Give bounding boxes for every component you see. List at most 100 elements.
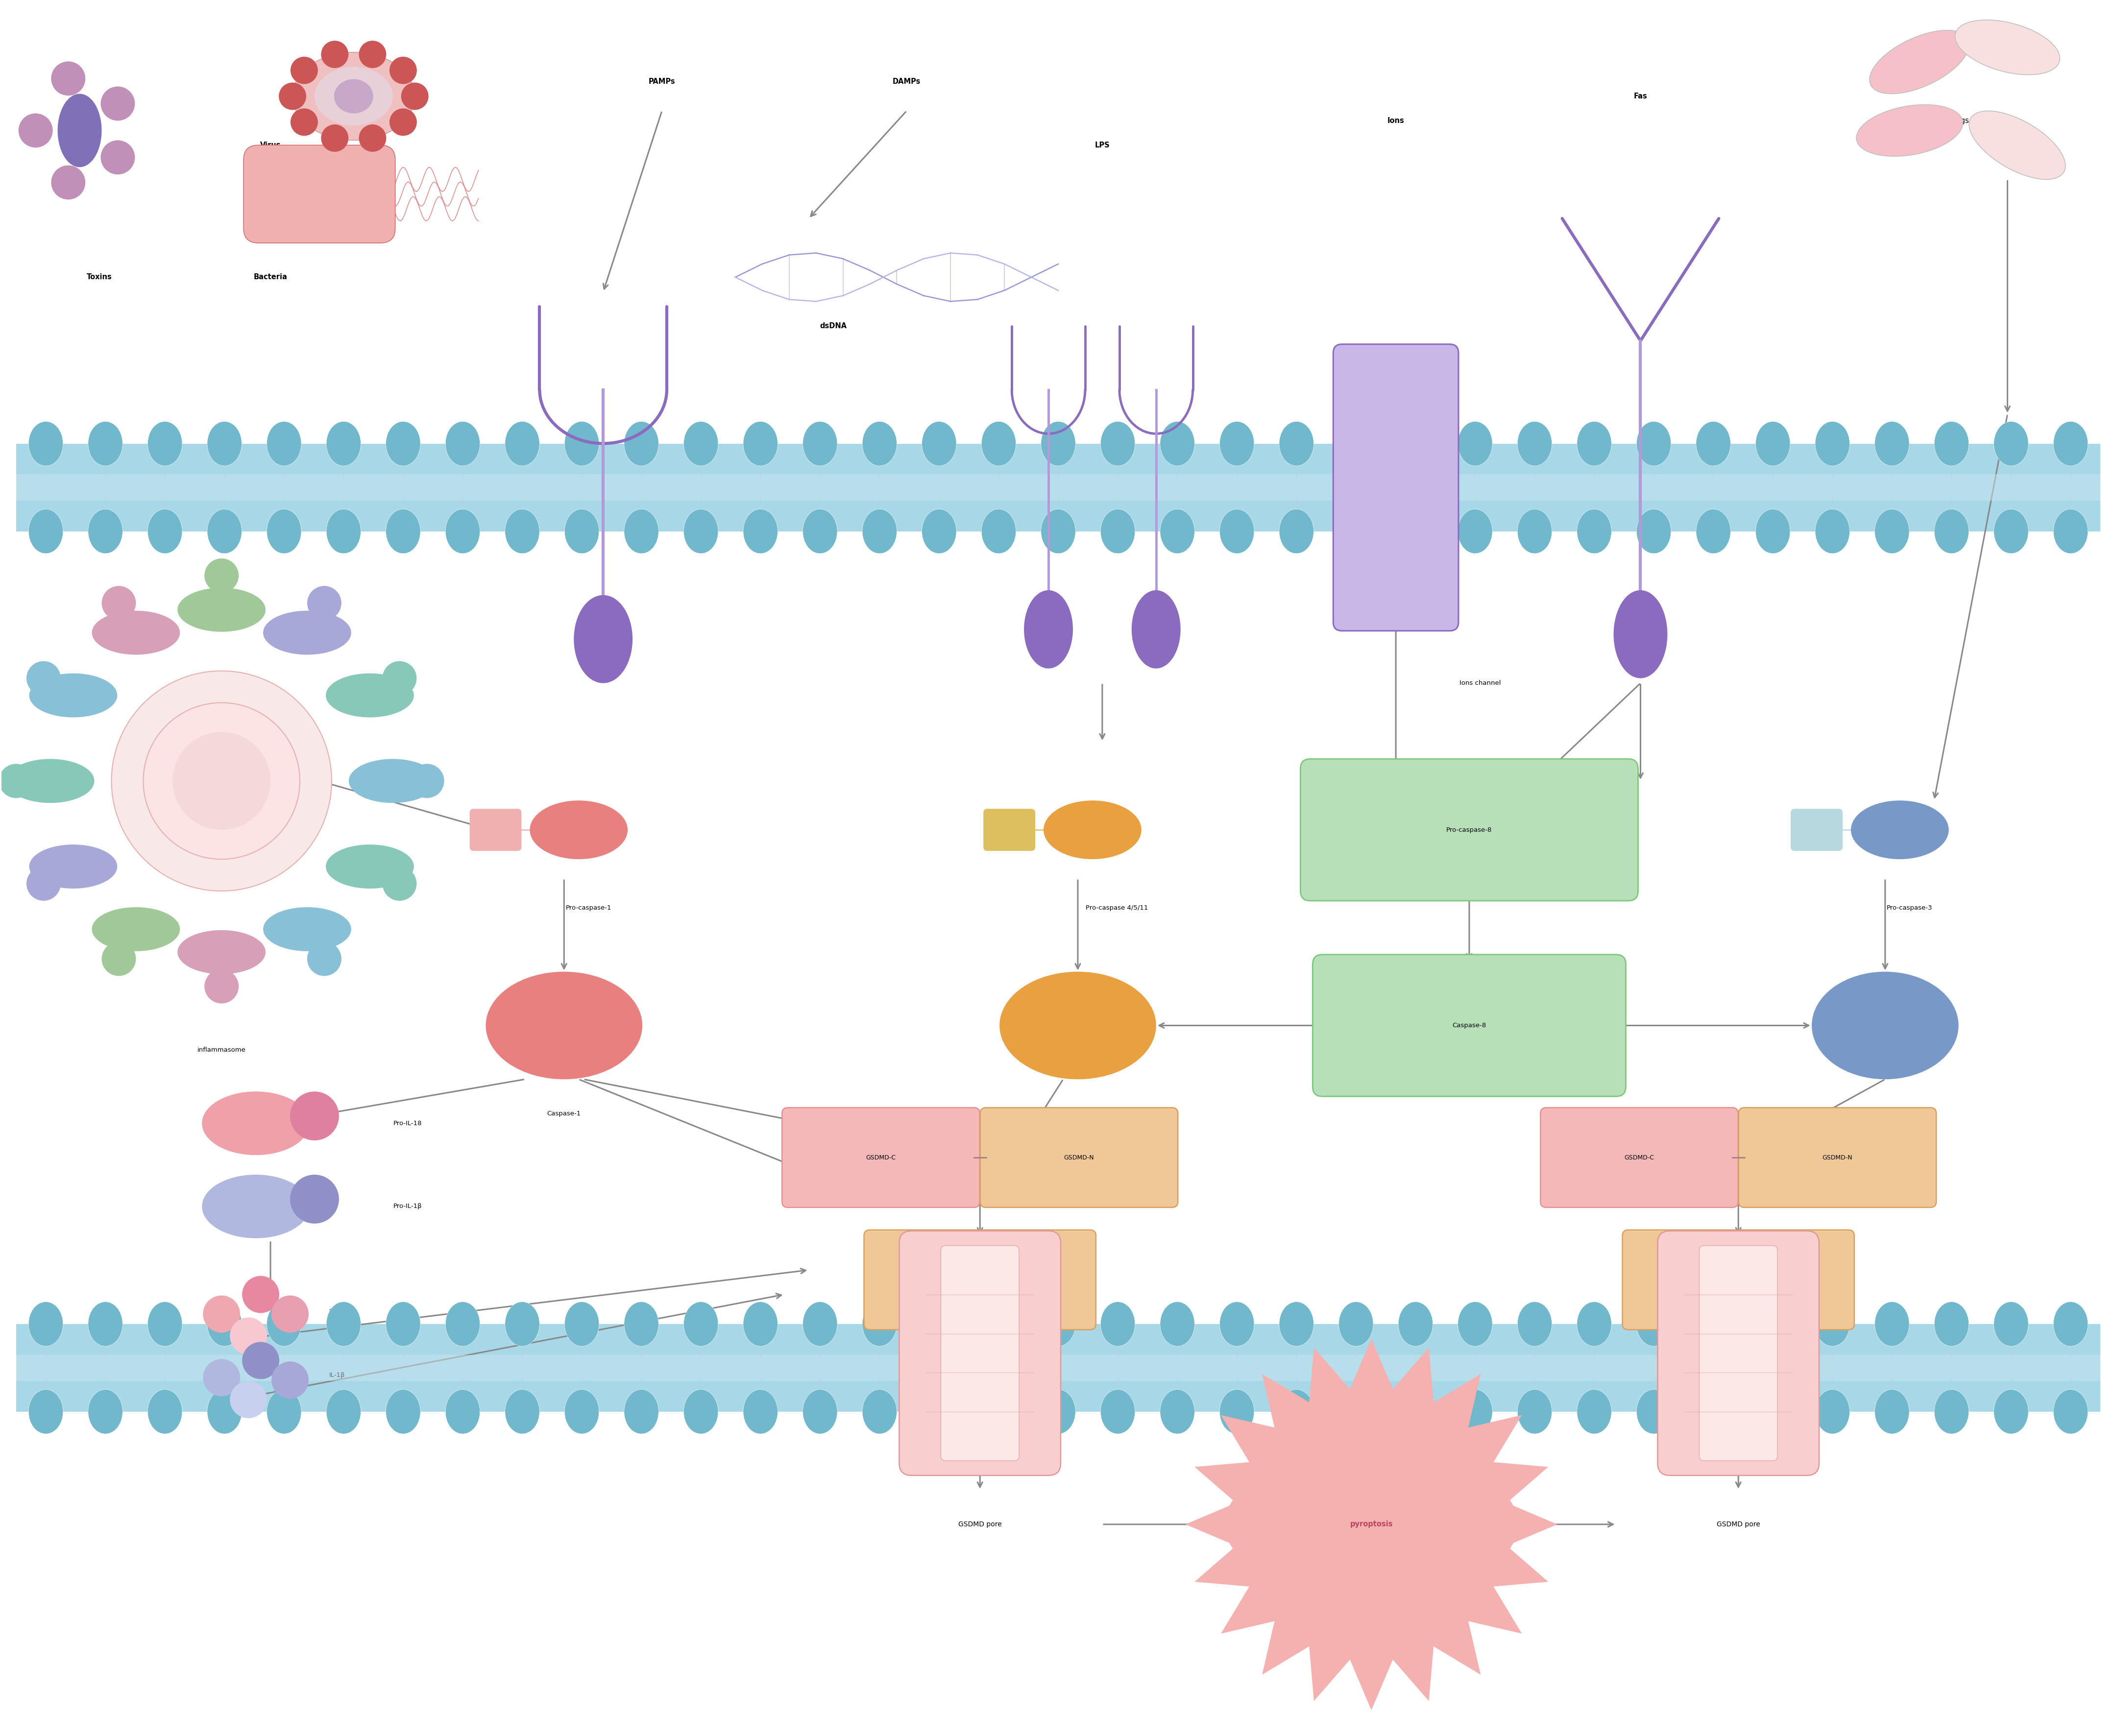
Ellipse shape bbox=[1161, 509, 1195, 554]
Circle shape bbox=[410, 764, 444, 799]
Ellipse shape bbox=[1813, 972, 1958, 1080]
Ellipse shape bbox=[1874, 1389, 1910, 1434]
Ellipse shape bbox=[91, 611, 180, 654]
Ellipse shape bbox=[112, 670, 332, 891]
Ellipse shape bbox=[683, 422, 719, 465]
Text: GSDMD-C: GSDMD-C bbox=[865, 1154, 897, 1161]
Ellipse shape bbox=[981, 422, 1015, 465]
Ellipse shape bbox=[349, 759, 438, 804]
Ellipse shape bbox=[505, 1302, 539, 1345]
Circle shape bbox=[0, 764, 34, 799]
Ellipse shape bbox=[91, 908, 180, 951]
Ellipse shape bbox=[178, 930, 266, 974]
Ellipse shape bbox=[804, 422, 838, 465]
Ellipse shape bbox=[1815, 1302, 1851, 1345]
Ellipse shape bbox=[266, 1302, 300, 1345]
Circle shape bbox=[231, 1382, 266, 1418]
Ellipse shape bbox=[1024, 590, 1072, 668]
Ellipse shape bbox=[1614, 590, 1667, 679]
Text: GSDMD-C: GSDMD-C bbox=[1624, 1154, 1654, 1161]
Ellipse shape bbox=[2054, 1302, 2088, 1345]
Ellipse shape bbox=[201, 1175, 309, 1238]
Ellipse shape bbox=[326, 509, 362, 554]
Circle shape bbox=[205, 969, 239, 1003]
Ellipse shape bbox=[683, 1389, 719, 1434]
Ellipse shape bbox=[2054, 422, 2088, 465]
Ellipse shape bbox=[922, 1302, 956, 1345]
Ellipse shape bbox=[565, 1389, 599, 1434]
Ellipse shape bbox=[1696, 1389, 1730, 1434]
Circle shape bbox=[102, 87, 135, 122]
Circle shape bbox=[241, 1342, 279, 1378]
Ellipse shape bbox=[385, 1302, 421, 1345]
Polygon shape bbox=[1184, 1338, 1557, 1710]
Ellipse shape bbox=[148, 422, 182, 465]
Ellipse shape bbox=[1220, 422, 1254, 465]
Ellipse shape bbox=[1280, 422, 1313, 465]
Ellipse shape bbox=[529, 800, 628, 859]
FancyBboxPatch shape bbox=[899, 1231, 1062, 1476]
Ellipse shape bbox=[486, 972, 643, 1080]
Ellipse shape bbox=[144, 703, 300, 859]
Ellipse shape bbox=[624, 422, 658, 465]
Ellipse shape bbox=[326, 1389, 362, 1434]
Ellipse shape bbox=[1578, 509, 1612, 554]
Ellipse shape bbox=[30, 422, 63, 465]
Circle shape bbox=[290, 108, 317, 135]
Ellipse shape bbox=[1339, 1302, 1373, 1345]
Ellipse shape bbox=[1578, 422, 1612, 465]
FancyBboxPatch shape bbox=[1658, 1231, 1819, 1476]
FancyBboxPatch shape bbox=[17, 1325, 2100, 1411]
Circle shape bbox=[321, 125, 349, 151]
Ellipse shape bbox=[1954, 19, 2060, 75]
Ellipse shape bbox=[1994, 1389, 2028, 1434]
Ellipse shape bbox=[148, 509, 182, 554]
Ellipse shape bbox=[1041, 422, 1077, 465]
Circle shape bbox=[19, 113, 53, 148]
Ellipse shape bbox=[863, 1302, 897, 1345]
Ellipse shape bbox=[1696, 509, 1730, 554]
Ellipse shape bbox=[1857, 104, 1963, 156]
Ellipse shape bbox=[742, 422, 778, 465]
Ellipse shape bbox=[446, 509, 480, 554]
Ellipse shape bbox=[1755, 422, 1789, 465]
Circle shape bbox=[279, 83, 307, 109]
Ellipse shape bbox=[1100, 1389, 1136, 1434]
Ellipse shape bbox=[863, 422, 897, 465]
Ellipse shape bbox=[446, 422, 480, 465]
Ellipse shape bbox=[1398, 1302, 1432, 1345]
Ellipse shape bbox=[446, 1389, 480, 1434]
Ellipse shape bbox=[89, 1389, 123, 1434]
Ellipse shape bbox=[804, 1389, 838, 1434]
Ellipse shape bbox=[1220, 509, 1254, 554]
Ellipse shape bbox=[1815, 422, 1851, 465]
Ellipse shape bbox=[742, 1302, 778, 1345]
Circle shape bbox=[389, 108, 417, 135]
Ellipse shape bbox=[624, 1389, 658, 1434]
Ellipse shape bbox=[30, 1302, 63, 1345]
FancyBboxPatch shape bbox=[1791, 809, 1842, 851]
FancyBboxPatch shape bbox=[470, 809, 522, 851]
Text: Pro-IL-18: Pro-IL-18 bbox=[393, 1120, 421, 1127]
Ellipse shape bbox=[1935, 509, 1969, 554]
Text: Pro-caspase 4/5/11: Pro-caspase 4/5/11 bbox=[1085, 904, 1148, 911]
Text: Ions channel: Ions channel bbox=[1459, 681, 1502, 686]
Ellipse shape bbox=[1637, 509, 1671, 554]
Ellipse shape bbox=[1100, 509, 1136, 554]
Ellipse shape bbox=[863, 509, 897, 554]
Ellipse shape bbox=[1398, 422, 1432, 465]
Circle shape bbox=[102, 941, 135, 976]
Ellipse shape bbox=[1874, 1302, 1910, 1345]
Ellipse shape bbox=[742, 509, 778, 554]
Ellipse shape bbox=[266, 509, 300, 554]
Circle shape bbox=[51, 165, 85, 200]
Ellipse shape bbox=[30, 509, 63, 554]
Ellipse shape bbox=[1280, 509, 1313, 554]
Ellipse shape bbox=[173, 733, 271, 830]
Ellipse shape bbox=[292, 52, 415, 141]
Text: Ions: Ions bbox=[1387, 116, 1404, 125]
FancyBboxPatch shape bbox=[1301, 759, 1637, 901]
Ellipse shape bbox=[207, 422, 241, 465]
Ellipse shape bbox=[624, 509, 658, 554]
Text: Pro-caspase-3: Pro-caspase-3 bbox=[1887, 904, 1933, 911]
